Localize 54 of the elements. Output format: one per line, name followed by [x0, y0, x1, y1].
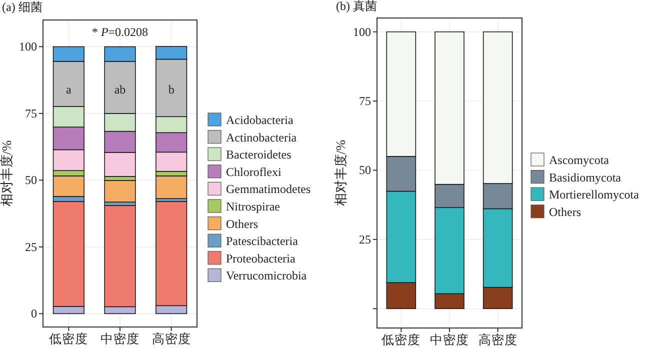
bar — [482, 183, 513, 210]
legend-label: Acidobacteria — [226, 113, 294, 127]
legend-label: Actinobacteria — [226, 130, 298, 144]
bar — [156, 201, 188, 306]
legend-label: Gemmatimodetes — [226, 182, 311, 196]
bar — [104, 205, 136, 308]
bar — [386, 282, 416, 310]
bar — [482, 286, 513, 310]
legend-label: Mortierellomycota — [549, 188, 640, 202]
bar — [156, 152, 188, 172]
x-tick-label: 中密度 — [430, 332, 469, 347]
x-tick-label: 中密度 — [100, 331, 140, 346]
x-tick-label: 高密度 — [152, 331, 191, 346]
bar — [386, 156, 416, 192]
y-tick-label: 75 — [25, 106, 37, 120]
y-tick-label: 50 — [359, 163, 371, 178]
legend-label: Bacteroidetes — [226, 148, 292, 162]
bar — [434, 184, 464, 208]
annotation: ab — [114, 82, 126, 96]
y-tick-label: 50 — [25, 173, 37, 188]
legend-label: Others — [226, 216, 258, 231]
bar — [434, 293, 464, 310]
x-tick-label: 高密度 — [478, 332, 518, 347]
y-tick-label: 100 — [19, 40, 37, 54]
legend-label: Patescibacteria — [226, 234, 299, 248]
legend-label: Nitrospirae — [226, 200, 280, 214]
y-tick-label: 75 — [359, 94, 371, 108]
legend-label: Others — [549, 204, 582, 219]
chart-title: (b) 真菌 — [336, 0, 377, 13]
bar — [52, 176, 84, 197]
bar — [156, 305, 188, 314]
text: Ascomycota — [549, 153, 609, 167]
x-tick-label: 低密度 — [382, 332, 421, 347]
legend-label: Chloroflexi — [226, 164, 282, 179]
bar — [52, 201, 84, 307]
bar — [104, 152, 136, 177]
y-axis-title: 相对丰度/% — [333, 140, 348, 206]
bar — [52, 149, 84, 171]
y-tick-label: 25 — [25, 240, 37, 254]
legend-label: Basidiomycota — [549, 170, 622, 184]
legend-label: Verrucomicrobia — [226, 268, 308, 283]
x-tick-label: 低密度 — [49, 331, 88, 346]
annotation: *P=0.0208 — [92, 25, 148, 39]
bar — [104, 306, 136, 314]
annotation: a — [66, 82, 72, 96]
legend-label: Proteobacteria — [226, 251, 296, 266]
y-axis-title: 相对丰度/% — [0, 140, 14, 207]
y-tick-label: 25 — [359, 232, 371, 246]
y-tick-label: 100 — [353, 24, 371, 39]
y-tick-label: 0 — [31, 306, 37, 321]
bar — [156, 176, 188, 199]
bar — [104, 180, 136, 202]
chart-title: (a) 细菌 — [2, 0, 42, 14]
annotation: b — [168, 82, 174, 96]
